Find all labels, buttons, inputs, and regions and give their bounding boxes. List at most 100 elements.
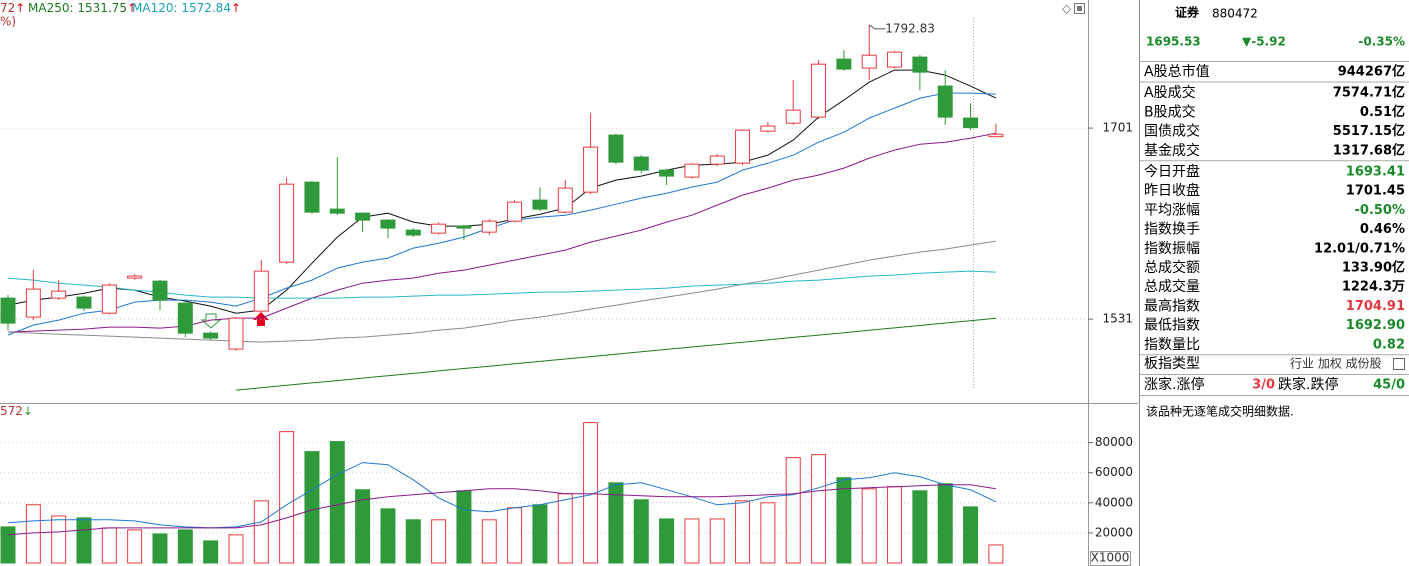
ma-line (7, 132, 996, 333)
candle-body (405, 229, 421, 236)
high-pointer (868, 24, 886, 30)
indicator-arrow: ↑ (127, 1, 137, 15)
volume-bar (456, 490, 472, 564)
candle-body (431, 223, 447, 234)
stat-value: 7574.71亿 (1333, 85, 1405, 101)
volume-bar (633, 499, 649, 564)
volume-bar (431, 519, 447, 564)
candle-body (127, 275, 143, 279)
volume-bar (735, 500, 751, 564)
volume-bar (51, 515, 67, 564)
ma-line (7, 484, 996, 536)
stat-value: 1317.68亿 (1333, 142, 1405, 158)
stat-label: A股成交 (1144, 84, 1196, 101)
stat-label: B股成交 (1144, 103, 1196, 120)
volume-bar (912, 490, 928, 564)
indicator-value: 72 (0, 1, 15, 15)
stat-label: 总成交额 (1144, 259, 1200, 276)
diamond-icon[interactable]: ◇ (1062, 2, 1072, 16)
volume-header-value: 572 (0, 404, 23, 418)
indicator-value: MA250: 1531.75 (28, 1, 127, 15)
candle-body (203, 332, 219, 339)
candle-body (887, 51, 903, 68)
candle-body (811, 63, 827, 118)
stat-value: 1692.90 (1346, 318, 1405, 333)
volume-bar (557, 493, 573, 564)
quote-note: 该品种无逐笔成交明细数据. (1146, 404, 1294, 419)
volume-bar (329, 441, 345, 564)
ma-line (7, 240, 996, 343)
indicator-label: MA250: 1531.75↑ (28, 1, 137, 15)
ma-line (7, 462, 997, 529)
candle-body (836, 58, 852, 70)
candle-body (785, 109, 801, 124)
stat-value: 1704.91 (1346, 299, 1405, 314)
sell-signal (200, 313, 222, 329)
volume-bar (659, 518, 675, 564)
volume-bar (177, 529, 193, 564)
volume-bar (355, 489, 371, 564)
candle-body (279, 183, 295, 263)
stat-label: 总成交量 (1144, 278, 1200, 295)
ma-line (7, 270, 996, 299)
volume-bar (937, 483, 953, 564)
volume-bar (709, 518, 725, 564)
stat-value: 133.90亿 (1342, 260, 1405, 276)
window-icon[interactable] (1074, 3, 1085, 14)
quote-price: 1695.53 (1146, 35, 1201, 49)
candle-body (861, 54, 877, 69)
volume-bar (0, 526, 16, 564)
stat-value: 5517.15亿 (1333, 123, 1405, 139)
volume-bar (253, 500, 269, 564)
volume-bar (887, 486, 903, 564)
candle-body (532, 199, 548, 210)
y-tick-label: 80000 (1095, 435, 1133, 449)
stat-label: 最高指数 (1144, 297, 1200, 314)
volume-bar (532, 504, 548, 564)
stat-label: 平均涨幅 (1144, 202, 1200, 218)
quote-panel: 证券 880472 1695.53 ▼-5.92 -0.35% A股总市值 944267亿 A… (1140, 5, 1409, 419)
candle-body (481, 220, 497, 233)
volume-header: 572↓ (0, 404, 33, 418)
high-label: 1792.83 (885, 21, 935, 35)
candle-body (557, 187, 573, 213)
breadth-value: 3/0 (1252, 378, 1275, 393)
volume-bar (684, 518, 700, 564)
volume-bar (811, 454, 827, 564)
y-tick-label: 1531 (1102, 312, 1133, 326)
stat-value: 1693.41 (1346, 165, 1405, 180)
y-tick-label: 1701 (1102, 121, 1133, 135)
volume-bar (101, 527, 117, 564)
unit-label: X1000 (1091, 551, 1130, 565)
volume-bar (228, 534, 244, 564)
stat-value: 1701.45 (1346, 184, 1405, 199)
stat-label: 昨日收盘 (1144, 182, 1200, 199)
volume-bar (76, 517, 92, 564)
ma-line (7, 69, 997, 314)
stat-label: 最低指数 (1144, 318, 1200, 334)
stat-value: 12.01/0.71% (1314, 241, 1405, 256)
type-icon (1393, 358, 1405, 370)
volume-bar (507, 507, 523, 564)
indicator-arrow: ↑ (15, 1, 25, 15)
candle-body (355, 212, 371, 221)
volume-bar (988, 544, 1004, 564)
volume-bar (203, 540, 219, 564)
stat-value: 0.46% (1360, 222, 1405, 237)
window-icon-inner (1077, 6, 1082, 11)
volume-bar (405, 519, 421, 564)
quote-pct: -0.35% (1358, 35, 1405, 49)
indicator-arrow: ↑ (231, 1, 241, 15)
volume-header-arrow: ↓ (23, 404, 33, 418)
ma-line (7, 92, 996, 336)
volume-bar (25, 504, 41, 564)
indicator-value: MA120: 1572.84 (132, 1, 231, 15)
quote-name: 证券 (1175, 5, 1200, 20)
candle-body (101, 284, 117, 314)
candle-body (583, 146, 599, 193)
candle-body (51, 290, 67, 299)
candle-body (380, 219, 396, 229)
breadth-label: 跌家.跌停 (1278, 376, 1338, 393)
